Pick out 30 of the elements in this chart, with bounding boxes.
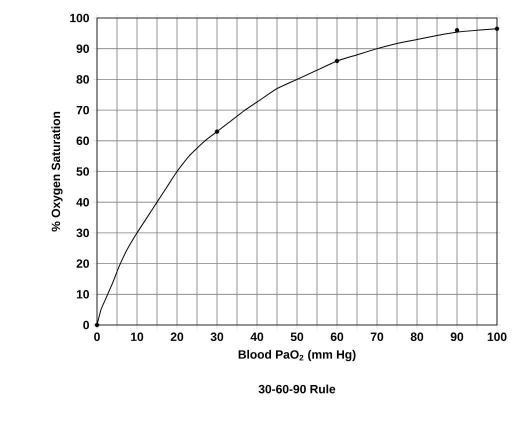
x-tick-label: 80 <box>410 332 424 342</box>
y-tick-label: 90 <box>76 44 89 53</box>
x-tick-label: 20 <box>170 332 184 342</box>
x-tick-label: 100 <box>488 332 507 342</box>
text: 30-60-90 Rule <box>258 384 336 394</box>
x-tick-label: 60 <box>330 332 344 342</box>
point <box>454 28 460 32</box>
y-tick-label: 60 <box>76 136 89 146</box>
x-tick-label: 50 <box>290 332 304 342</box>
x-tick-label: 70 <box>370 332 384 342</box>
x-tick-label: 90 <box>450 332 464 342</box>
point <box>494 26 500 31</box>
x-tick-label: 10 <box>131 332 144 342</box>
y-tick-label: 0 <box>83 320 89 330</box>
x-axis-title: Blood PaO$_{2}$ (mm Hg) <box>238 350 356 362</box>
x-tick-label: 0 <box>94 332 100 342</box>
y-tick-label: 30 <box>76 228 89 238</box>
point <box>214 129 220 134</box>
y-tick-label: 20 <box>76 259 89 268</box>
y-axis-title: % Oxygen Saturation <box>51 112 63 232</box>
y-tick-label: 40 <box>76 198 89 206</box>
y-tick-label: 10 <box>76 290 89 299</box>
y-tick-label: 100 <box>70 14 89 22</box>
y-tick-label: 50 <box>76 167 89 176</box>
x-tick-label: 40 <box>250 332 264 342</box>
y-tick-label: 70 <box>76 106 89 114</box>
point <box>334 58 340 64</box>
x-tick-label: 30 <box>210 332 224 342</box>
y-tick-label: 80 <box>76 75 89 84</box>
point <box>94 322 100 328</box>
